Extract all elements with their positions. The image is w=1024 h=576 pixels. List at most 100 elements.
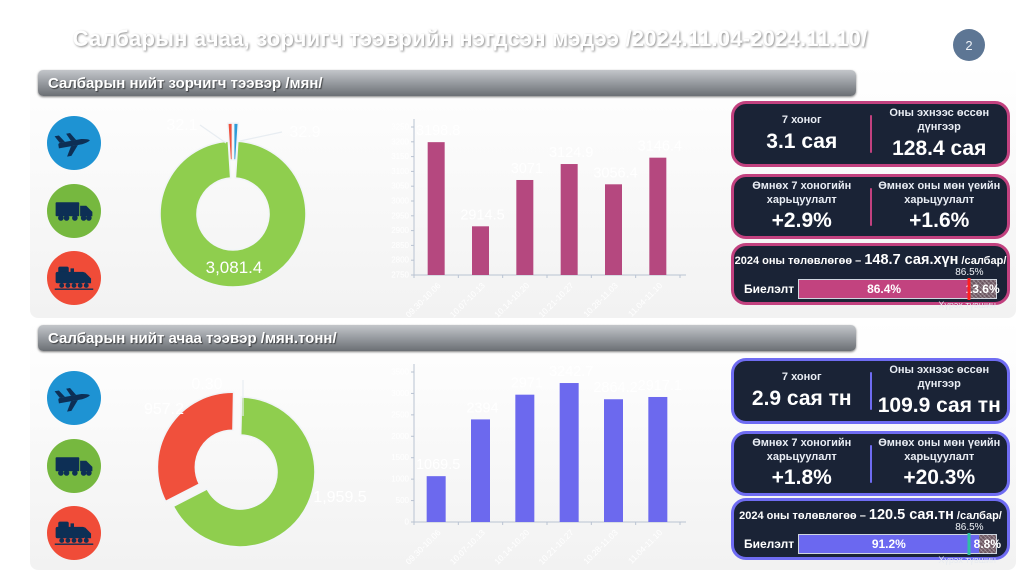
svg-text:3242.7: 3242.7 (549, 364, 593, 380)
truck-icon (47, 439, 101, 493)
svg-text:2917.1: 2917.1 (638, 378, 682, 394)
plan-progress-row: Биелэлт 86.4% 13.6% 86.5% Хүрэх түвшин (744, 267, 1000, 310)
execution-label: Биелэлт (744, 537, 795, 551)
train-icon (47, 506, 101, 560)
svg-text:2950: 2950 (391, 211, 409, 220)
target-level-label: Хүрэх түвшин (938, 555, 996, 565)
svg-text:10.21-10.27: 10.21-10.27 (536, 527, 575, 566)
svg-text:09.30-10.06: 09.30-10.06 (403, 527, 442, 566)
svg-text:3150: 3150 (391, 152, 409, 161)
stat-value: 128.4 сая (892, 136, 987, 160)
card-divider (869, 187, 872, 226)
svg-text:3198.8: 3198.8 (416, 123, 460, 139)
progress-fill: 91.2% (799, 535, 979, 553)
svg-text:3200: 3200 (391, 137, 409, 146)
svg-text:3,081.4: 3,081.4 (206, 258, 263, 277)
svg-text:1500: 1500 (391, 453, 409, 462)
passenger-section-title: Салбарын нийт зорчигч тээвэр /мян/ (48, 74, 323, 92)
stat-value: 2.9 сая тн (751, 386, 852, 410)
target-marker (967, 278, 971, 300)
svg-text:3000: 3000 (391, 197, 409, 206)
passenger-section-header: Салбарын нийт зорчигч тээвэр /мян/ (38, 70, 856, 96)
svg-text:3146.4: 3146.4 (638, 139, 682, 155)
svg-text:957.2: 957.2 (144, 401, 184, 418)
svg-text:10.14-10.20: 10.14-10.20 (492, 527, 531, 566)
svg-text:32.9: 32.9 (289, 124, 320, 141)
svg-text:3071: 3071 (511, 161, 543, 177)
passenger-weekly-card: 7 хоног 3.1 сая Оны эхнээс өссөн дүнгээр… (731, 101, 1010, 167)
target-percent-label: 86.5% (955, 522, 984, 533)
page-title: Салбарын ачаа, зорчигч тээврийн нэгдсэн … (72, 26, 868, 51)
progress-bar: 91.2% 8.8% 86.5% Хүрэх түвшин (798, 522, 1002, 565)
svg-text:2850: 2850 (391, 241, 409, 250)
stat-cell: 7 хоног 2.9 сая тн (734, 367, 870, 415)
stat-label: 7 хоног (781, 371, 822, 384)
svg-text:10.21-10.27: 10.21-10.27 (536, 280, 575, 319)
svg-text:0.30: 0.30 (191, 376, 222, 393)
stat-value: +1.6% (909, 209, 970, 233)
stat-cell: Өмнөх 7 хоногийн харьцуулалт +1.8% (734, 433, 870, 495)
svg-text:0: 0 (405, 518, 410, 527)
svg-text:10.28-11.03: 10.28-11.03 (581, 527, 620, 566)
progress-remainder: 8.8% (973, 535, 1002, 553)
svg-text:2750: 2750 (391, 271, 409, 280)
progress-remainder: 13.6% (965, 280, 1000, 298)
svg-text:2500: 2500 (391, 410, 409, 419)
svg-text:500: 500 (396, 496, 410, 505)
freight-bar-chart: 0 500 1000 1500 2000 2500 3000 3500 1069.5 09.30-… (391, 364, 686, 566)
svg-text:1,959.5: 1,959.5 (313, 489, 366, 506)
airplane-glyph (54, 388, 90, 412)
passenger-bar-chart: 2750 2800 2850 2900 2950 3000 3050 3100 3150 3200… (391, 119, 686, 319)
svg-text:09.30-10.06: 09.30-10.06 (403, 280, 442, 319)
svg-text:11.04-11.10: 11.04-11.10 (626, 527, 664, 565)
svg-text:3500: 3500 (391, 368, 409, 377)
stat-label: Өмнөх оны мөн үеийн харьцуулалт (878, 179, 1001, 206)
freight-plan-card: 2024 оны төлөвлөгөө – 120.5 сая.тн /салб… (731, 498, 1010, 565)
svg-text:1069.5: 1069.5 (416, 457, 460, 473)
stat-label: Оны эхнээс өссөн дүнгээр (889, 364, 990, 390)
svg-text:10.07-10.13: 10.07-10.13 (448, 527, 487, 566)
execution-label: Биелэлт (744, 282, 795, 296)
freight-section-header: Салбарын нийт ачаа тээвэр /мян.тонн/ (38, 325, 856, 351)
card-divider (869, 372, 872, 410)
plan-value: 148.7 сая.хүн (864, 252, 959, 268)
freight-section-title: Салбарын нийт ачаа тээвэр /мян.тонн/ (48, 329, 337, 347)
plan-title: 2024 оны төлөвлөгөө – 148.7 сая.хүн /сал… (734, 252, 1007, 268)
stat-value: +20.3% (903, 466, 976, 490)
stat-cell: Өмнөх оны мөн үеийн харьцуулалт +20.3% (872, 433, 1008, 495)
stat-label: Өмнөх 7 хоногийн харьцуулалт (752, 436, 852, 463)
card-divider (869, 444, 872, 483)
plane-icon (47, 116, 101, 170)
train-glyph (54, 266, 94, 290)
stat-value: 109.9 сая тн (877, 393, 1001, 417)
stat-cell: 7 хоног 3.1 сая (734, 110, 870, 158)
svg-text:3000: 3000 (391, 389, 409, 398)
page-number-badge: 2 (953, 29, 985, 61)
stat-label: Өмнөх оны мөн үеийн харьцуулалт (878, 436, 1001, 463)
stat-cell: Оны эхнээс өссөн дүнгээр 128.4 сая (872, 103, 1008, 165)
train-icon (47, 251, 101, 305)
card-divider (869, 115, 872, 153)
plane-icon (47, 371, 101, 425)
svg-text:10.07-10.13: 10.07-10.13 (448, 280, 487, 319)
progress-fill: 86.4% (799, 280, 970, 298)
svg-text:2971: 2971 (511, 376, 543, 392)
stat-value: +1.8% (771, 466, 832, 490)
target-level-label: Хүрэх түвшин (938, 300, 996, 310)
stat-value: +2.9% (771, 209, 832, 233)
svg-text:2864.2: 2864.2 (593, 380, 637, 396)
svg-text:2900: 2900 (391, 226, 409, 235)
target-marker (967, 533, 971, 555)
svg-text:3050: 3050 (391, 182, 409, 191)
progress-bar: 86.4% 13.6% 86.5% Хүрэх түвшин (798, 267, 1000, 310)
stat-label: 7 хоног (781, 114, 822, 127)
svg-text:3056.4: 3056.4 (593, 165, 637, 181)
stat-cell: Оны эхнээс өссөн дүнгээр 109.9 сая тн (872, 360, 1008, 422)
svg-text:2914.5: 2914.5 (460, 207, 504, 223)
stat-label: Өмнөх 7 хоногийн харьцуулалт (752, 179, 852, 206)
svg-text:3250: 3250 (391, 123, 409, 132)
plan-value: 120.5 сая.тн (868, 507, 954, 523)
train-glyph (54, 521, 94, 545)
stat-cell: Өмнөх оны мөн үеийн харьцуулалт +1.6% (872, 176, 1008, 238)
